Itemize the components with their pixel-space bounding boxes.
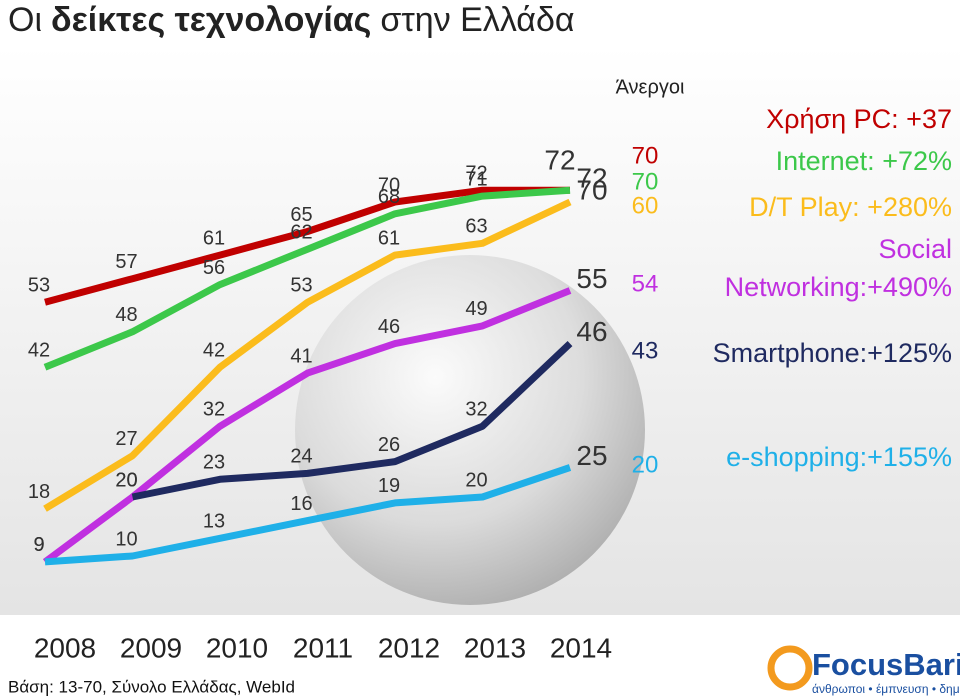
data-label: 20	[465, 469, 487, 491]
series-line	[43, 198, 572, 512]
title-part: στην Ελλάδα	[380, 1, 574, 39]
data-label: 24	[290, 446, 312, 468]
x-tick-label: 2014	[550, 632, 612, 663]
data-label: 46	[378, 316, 400, 338]
data-label: 18	[28, 481, 50, 503]
x-tick-label: 2010	[206, 632, 268, 663]
data-label: 27	[115, 428, 137, 450]
data-label: 71	[465, 168, 487, 190]
data-label: 72	[465, 162, 487, 184]
unemployed-value: 70	[632, 142, 659, 169]
data-label: 62	[290, 221, 312, 243]
data-label: 25	[576, 440, 607, 471]
data-label: 41	[290, 345, 312, 367]
data-label: 57	[115, 251, 137, 273]
x-tick-label: 2013	[464, 632, 526, 663]
legend-entry: Social Networking:+490%	[724, 234, 952, 302]
data-label: 49	[465, 298, 487, 320]
legend-entry: Smartphone:+125%	[712, 338, 952, 368]
data-label: 9	[33, 534, 44, 556]
data-label: 13	[203, 511, 225, 533]
data-label: 61	[378, 227, 400, 249]
data-label: 61	[203, 227, 225, 249]
data-label: 32	[203, 398, 225, 420]
data-label: 70	[576, 174, 607, 205]
legend-entry: e-shopping:+155%	[726, 442, 952, 472]
chart-title: Οι δείκτες τεχνολογίας στην Ελλάδα	[8, 1, 575, 39]
data-label: 20	[115, 469, 137, 491]
legend-entry: Internet: +72%	[775, 146, 952, 176]
data-label: 46	[576, 316, 607, 347]
unemployed-value: 54	[632, 270, 659, 297]
unemployed-value: 70	[632, 168, 659, 195]
title-part: Οι	[8, 1, 42, 39]
legend-entry: D/T Play: +280%	[749, 192, 952, 222]
data-label: 53	[28, 275, 50, 297]
data-label: 32	[465, 398, 487, 420]
data-label: 53	[290, 275, 312, 297]
data-label: 70	[378, 174, 400, 196]
series-line	[43, 186, 571, 371]
unemployed-value: 20	[632, 451, 659, 478]
legend-entry: Χρήση PC: +37	[766, 104, 952, 134]
unemployed-value: 43	[632, 337, 659, 364]
data-label: 72	[576, 163, 607, 194]
series-line	[44, 464, 572, 566]
data-label: 68	[378, 186, 400, 208]
data-label: 55	[576, 263, 607, 294]
data-label: 26	[378, 434, 400, 456]
data-label: 48	[115, 304, 137, 326]
x-tick-label: 2009	[120, 632, 182, 663]
data-label: 42	[28, 339, 50, 361]
data-label: 56	[203, 257, 225, 279]
unemployed-value: 60	[632, 192, 659, 219]
title-part: δείκτες τεχνολογίας	[51, 1, 371, 39]
data-label: 20	[115, 469, 137, 491]
logo: FocusBari	[812, 647, 960, 682]
data-label: 10	[115, 528, 137, 550]
column-header: Άνεργοι	[616, 76, 685, 98]
series-line	[44, 186, 570, 306]
data-label: 16	[290, 493, 312, 515]
logo-icon	[767, 645, 813, 691]
data-label: 9	[33, 534, 44, 556]
footnote: Βάση: 13-70, Σύνολο Ελλάδας, WebId	[8, 677, 295, 696]
data-label: 42	[203, 339, 225, 361]
x-tick-label: 2012	[378, 632, 440, 663]
data-label: 63	[465, 216, 487, 238]
data-label: 65	[290, 204, 312, 226]
series-line	[131, 341, 573, 501]
data-label: 72	[544, 145, 575, 176]
x-tick-label: 2008	[34, 632, 96, 663]
tagline: άνθρωποι • έμπνευση • δημιουργία	[812, 682, 960, 696]
x-tick-label: 2011	[293, 632, 353, 663]
data-label: 23	[203, 452, 225, 474]
data-label: 19	[378, 475, 400, 497]
